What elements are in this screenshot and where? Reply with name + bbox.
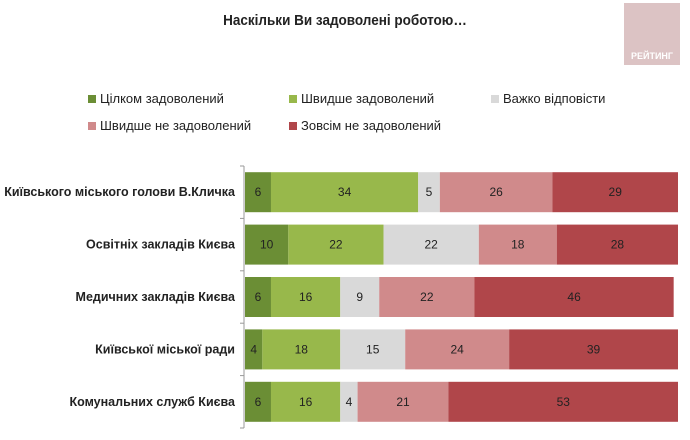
bar-segment <box>340 381 358 422</box>
data-label: 18 <box>511 238 525 252</box>
data-label: 22 <box>329 238 343 252</box>
data-label: 24 <box>450 342 464 356</box>
legend-swatch <box>88 94 96 103</box>
bar-segment <box>405 329 510 370</box>
data-label: 6 <box>255 290 262 304</box>
bar-segment <box>245 224 289 265</box>
data-label: 4 <box>250 342 257 356</box>
legend-label: Швидше не задоволений <box>100 118 252 133</box>
data-label: 53 <box>557 395 571 409</box>
legend-label: Швидше задоволений <box>301 91 435 106</box>
bar-segment <box>448 381 678 422</box>
category-label: Комунальних служб Києва <box>70 395 237 409</box>
bar-segment <box>270 172 419 213</box>
bar-segment <box>270 277 341 317</box>
legend-item: Швидше не задоволений <box>88 118 251 133</box>
data-label: 16 <box>299 395 313 409</box>
data-label: 21 <box>396 395 410 409</box>
data-label: 16 <box>299 290 313 304</box>
data-label: 4 <box>346 395 353 409</box>
data-label: 39 <box>587 342 601 356</box>
data-label: 22 <box>425 238 439 252</box>
category-label: Київської міської ради <box>95 342 235 356</box>
data-label: 26 <box>489 185 503 199</box>
legend-label: Цілком задоволений <box>100 91 224 106</box>
data-label: 28 <box>611 238 625 252</box>
data-label: 9 <box>356 290 363 304</box>
bar-segment <box>245 172 271 213</box>
bar-segment <box>245 381 271 422</box>
legend-swatch <box>289 94 297 103</box>
bar-segment <box>262 329 341 370</box>
bar-segment <box>552 172 678 213</box>
bar-segment <box>340 277 380 317</box>
bar-segment <box>383 224 479 265</box>
data-label: 46 <box>567 290 581 304</box>
category-label: Київського міського голови В.Кличка <box>4 185 236 199</box>
data-label: 29 <box>609 185 623 199</box>
bar-segment <box>379 277 475 317</box>
legend-item: Зовсім не задоволений <box>289 118 441 133</box>
legend-label: Важко відповісти <box>503 91 606 106</box>
data-label: 15 <box>366 342 380 356</box>
data-label: 6 <box>255 395 262 409</box>
data-label: 18 <box>295 342 309 356</box>
category-label: Медичних закладів Києва <box>76 290 237 304</box>
legend-item: Швидше задоволений <box>289 91 434 106</box>
bar-segment <box>340 329 406 370</box>
legend-item: Цілком задоволений <box>88 91 224 106</box>
bar-segment <box>245 277 271 317</box>
data-label: 5 <box>426 185 433 199</box>
legend-swatch <box>88 121 96 130</box>
chart-title: Наскільки Ви задоволені роботою… <box>223 12 467 29</box>
logo-text: РЕЙТИНГ <box>630 51 674 61</box>
data-label: 10 <box>260 238 274 252</box>
bar-segment <box>270 381 341 422</box>
bar-segment <box>245 329 263 370</box>
legend-label: Зовсім не задоволений <box>301 118 442 133</box>
rating-logo: РЕЙТИНГ <box>624 3 680 65</box>
bar-segment <box>474 277 674 317</box>
data-label: 6 <box>255 185 262 199</box>
legend-swatch <box>491 94 499 103</box>
legend-swatch <box>289 121 297 130</box>
bar-segment <box>357 381 449 422</box>
data-label: 34 <box>338 185 352 199</box>
bar-segment <box>418 172 440 213</box>
bar-segment <box>556 224 678 265</box>
category-label: Освітніх закладів Києва <box>86 238 236 252</box>
bar-segment <box>439 172 553 213</box>
bar-segment <box>288 224 384 265</box>
bar-segment <box>509 329 678 370</box>
data-label: 22 <box>420 290 434 304</box>
legend-item: Важко відповісти <box>491 91 605 106</box>
bar-segment <box>478 224 557 265</box>
